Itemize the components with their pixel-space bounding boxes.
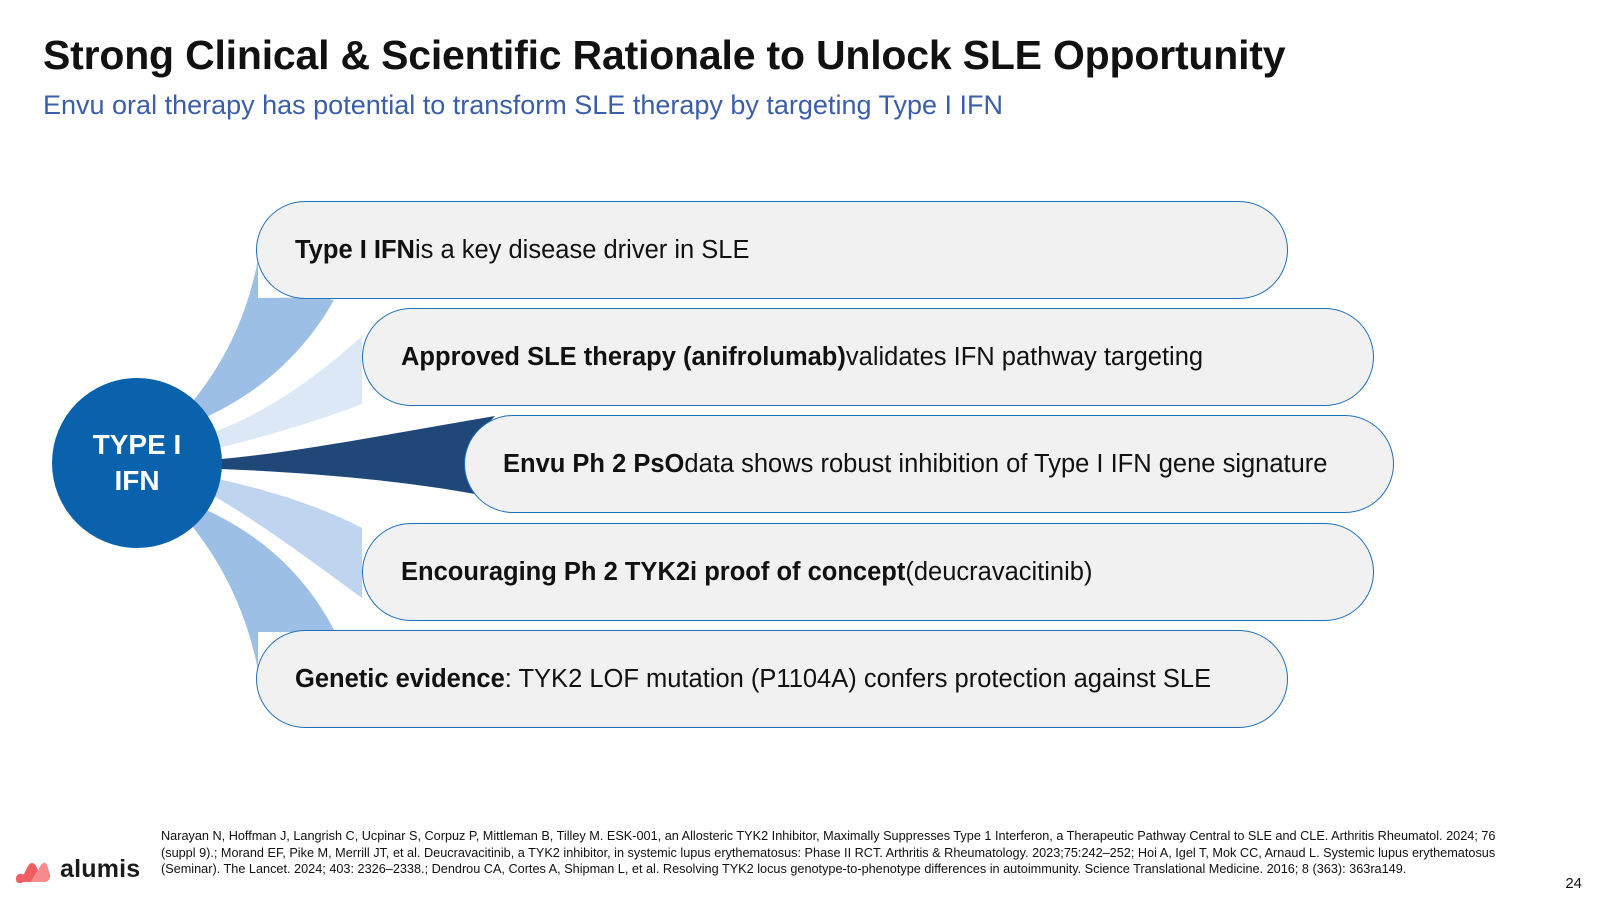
rationale-item-1-text: is a key disease driver in SLE [414,235,750,264]
rationale-item-4: Encouraging Ph 2 TYK2i proof of concept … [362,523,1374,621]
rationale-item-3-text: data shows robust inhibition of Type I I… [684,449,1328,478]
rationale-item-3: Envu Ph 2 PsO data shows robust inhibiti… [464,415,1394,513]
type-i-ifn-hub: TYPE I IFN [52,378,222,548]
alumis-logo-text: alumis [60,854,141,883]
rationale-item-5-text: : TYK2 LOF mutation (P1104A) confers pro… [504,664,1212,693]
rationale-item-2: Approved SLE therapy (anifrolumab) valid… [362,308,1374,406]
alumis-logo-icon [16,862,51,883]
rationale-item-2-text: validates IFN pathway targeting [845,342,1204,371]
rationale-item-3-bold: Envu Ph 2 PsO [503,449,685,478]
alumis-logo: alumis [14,852,140,886]
rationale-item-4-text: (deucravacitinib) [905,557,1093,586]
connector-ribbon-5 [188,509,334,670]
rationale-item-4-bold: Encouraging Ph 2 TYK2i proof of concept [401,557,906,586]
connector-ribbon-4 [214,479,362,598]
page-subtitle: Envu oral therapy has potential to trans… [43,90,1004,120]
rationale-item-1-bold: Type I IFN [295,235,415,264]
connector-ribbon-2 [214,336,362,448]
page-title: Strong Clinical & Scientific Rationale t… [43,32,1286,78]
references-footnote: Narayan N, Hoffman J, Langrish C, Ucpina… [161,829,1496,876]
rationale-item-2-bold: Approved SLE therapy (anifrolumab) [401,342,846,371]
connector-ribbon-1 [188,260,334,418]
page-number: 24 [1565,875,1582,892]
connector-ribbon-3 [221,416,495,494]
rationale-item-5-bold: Genetic evidence [295,664,505,693]
rationale-item-5: Genetic evidence: TYK2 LOF mutation (P11… [256,630,1288,728]
rationale-item-1: Type I IFN is a key disease driver in SL… [256,201,1288,299]
